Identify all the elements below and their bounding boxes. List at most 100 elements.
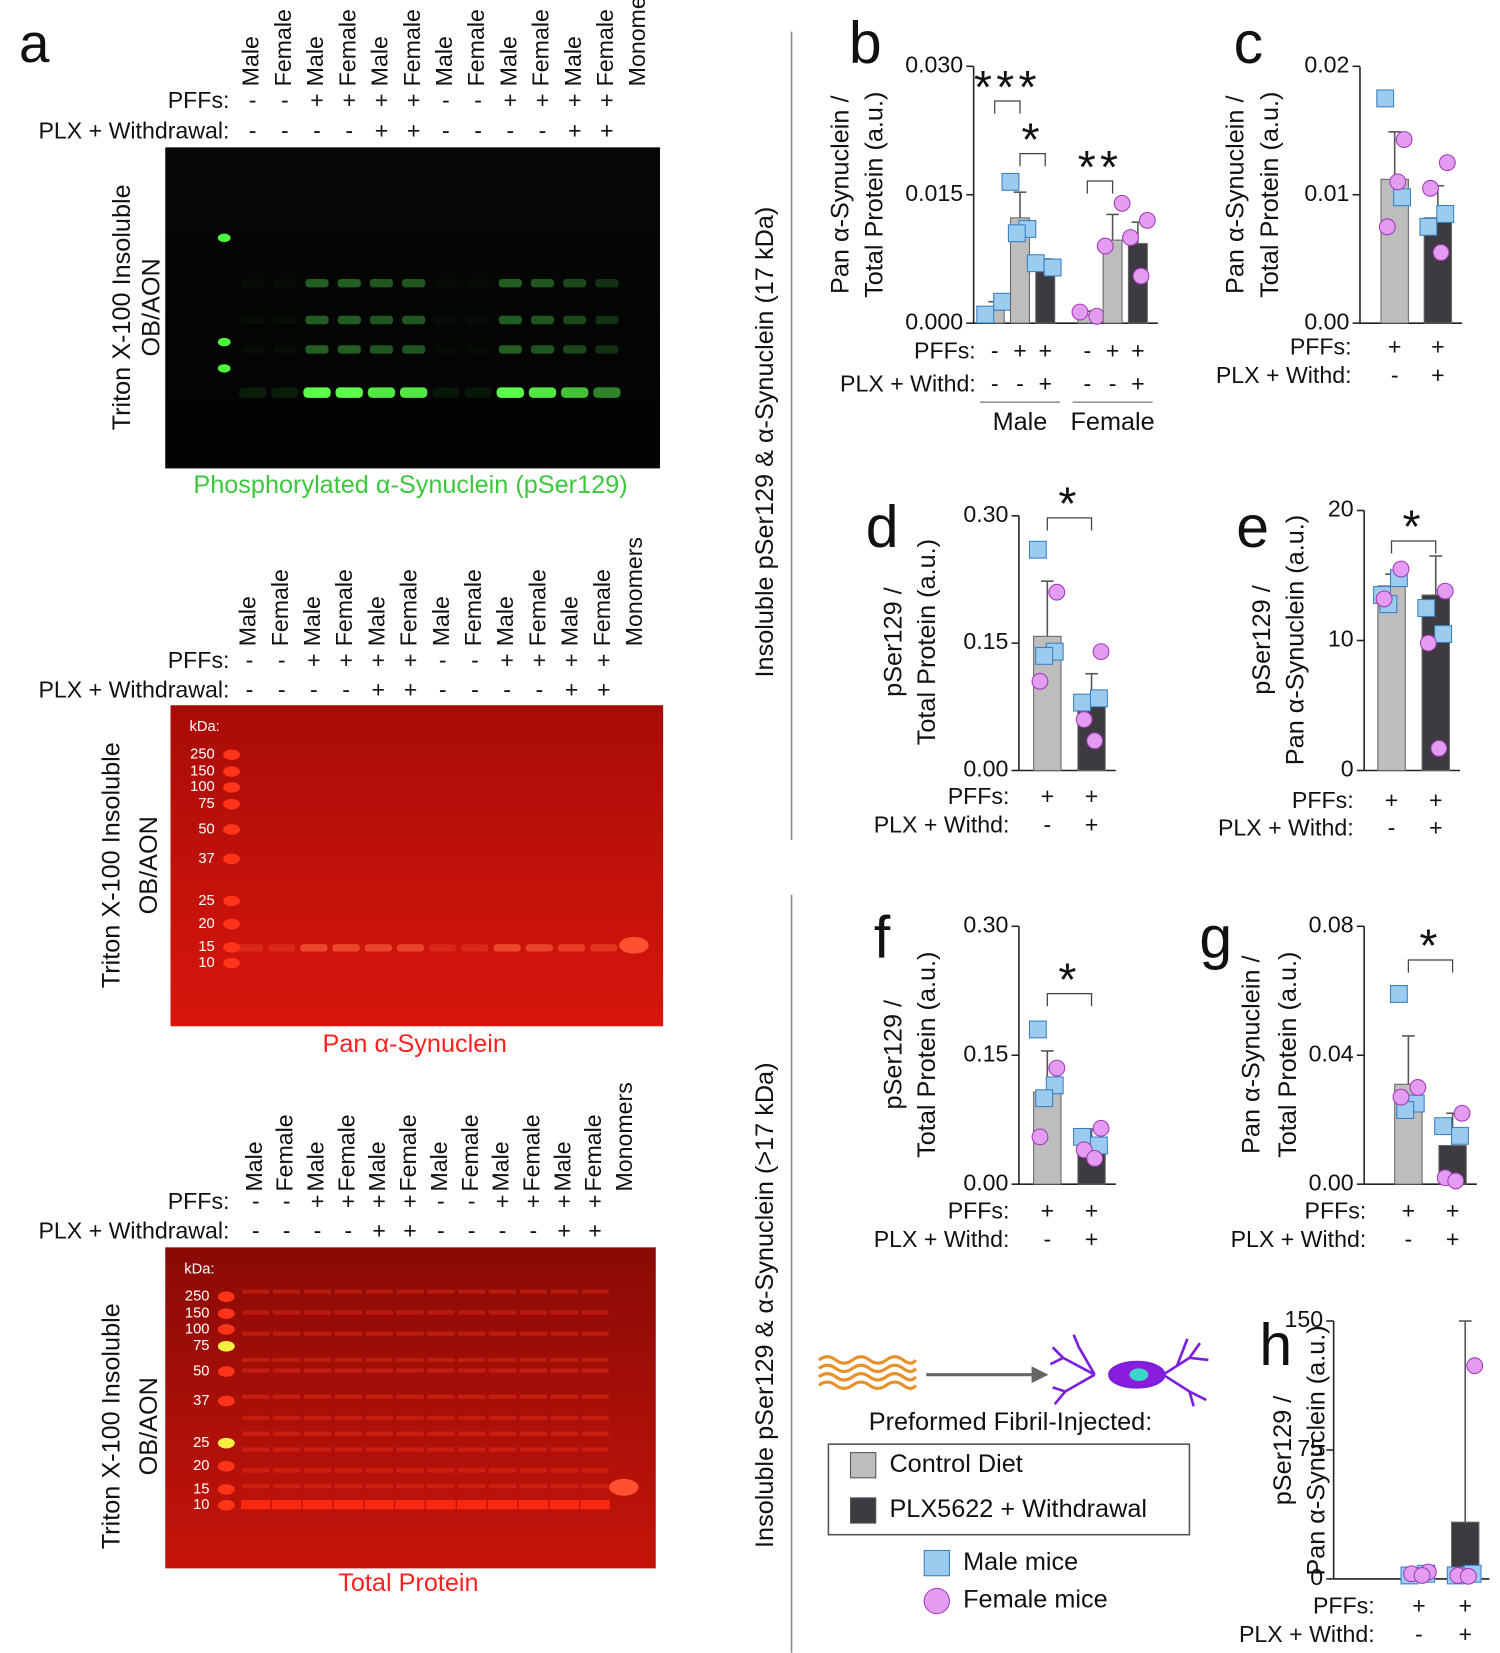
band xyxy=(525,944,554,952)
blot xyxy=(165,1247,656,1569)
band xyxy=(457,1447,486,1452)
significance-bracket xyxy=(1086,180,1114,194)
ladder-band xyxy=(223,942,240,953)
condition-sign: - xyxy=(1405,1226,1413,1252)
band xyxy=(488,1415,517,1420)
ladder-band xyxy=(223,749,240,760)
y-tick-label: 0.04 xyxy=(1309,1040,1354,1066)
kda-label: 10 xyxy=(193,1497,209,1513)
ladder-band xyxy=(223,957,240,969)
band xyxy=(595,278,619,288)
band xyxy=(365,1415,393,1420)
panel-letter: a xyxy=(19,12,50,74)
y-axis-label: Total Protein (a.u.) xyxy=(913,539,941,745)
band xyxy=(303,1468,332,1473)
band xyxy=(593,387,621,398)
y-tick-label: 0.00 xyxy=(963,756,1008,782)
y-tick-label: 150 xyxy=(1285,1306,1324,1332)
ladder-band xyxy=(223,824,240,835)
band xyxy=(427,1357,455,1363)
row-sign: + xyxy=(407,118,421,144)
female-point xyxy=(1048,1059,1066,1077)
row-sign: - xyxy=(442,87,450,113)
ladder-band xyxy=(223,766,240,777)
band xyxy=(427,1394,455,1399)
band xyxy=(396,1394,424,1399)
y-tick-label: 0.15 xyxy=(963,1040,1008,1066)
row-sign: - xyxy=(442,118,450,144)
band xyxy=(550,1289,578,1294)
y-tick-label: 0.00 xyxy=(1304,308,1349,334)
y-axis-label: pSer129 / xyxy=(1248,584,1276,694)
band xyxy=(273,315,297,325)
band xyxy=(242,1394,270,1399)
band xyxy=(466,278,490,288)
band xyxy=(457,1368,486,1373)
band xyxy=(272,1468,301,1473)
figure-body: a Insoluble pSer129 & α-Synuclein (17 kD… xyxy=(19,0,1490,1653)
band xyxy=(241,345,265,354)
lane-label: Male xyxy=(557,596,583,646)
male-point xyxy=(1028,1020,1047,1039)
condition-sign: + xyxy=(1446,1198,1460,1224)
band xyxy=(242,1310,270,1315)
female-point xyxy=(1132,267,1150,285)
lane-label: Male xyxy=(560,36,586,86)
band xyxy=(302,1499,333,1510)
row-sign: - xyxy=(506,118,514,144)
lane-label: Male xyxy=(367,36,393,86)
section-label: Insoluble pSer129 & α-Synuclein (17 kDa) xyxy=(751,207,779,678)
band xyxy=(365,1331,393,1336)
row-label: PLX + Withdrawal: xyxy=(38,677,229,703)
band xyxy=(426,1499,456,1510)
lane-label: Female xyxy=(460,569,486,646)
legend-title: Preformed Fibril-Injected: xyxy=(869,1408,1152,1436)
band xyxy=(488,1310,517,1315)
band xyxy=(528,387,557,398)
blot-ylabel: Triton X-100 Insoluble xyxy=(97,1303,125,1549)
row-sign: + xyxy=(310,87,324,113)
female-point xyxy=(1092,1119,1110,1137)
band xyxy=(488,1431,517,1436)
band xyxy=(272,1357,301,1363)
row-sign: - xyxy=(529,1218,537,1244)
row-sign: + xyxy=(557,1188,571,1214)
band xyxy=(581,1310,609,1315)
band xyxy=(272,1310,301,1315)
lane-label: Female xyxy=(396,569,422,646)
condition-label: PLX + Withd: xyxy=(874,811,1010,837)
blot-caption: Total Protein xyxy=(338,1569,478,1597)
band xyxy=(242,1331,270,1336)
band xyxy=(581,1415,609,1420)
row-sign: + xyxy=(311,1188,325,1214)
condition-sign: + xyxy=(1085,783,1099,809)
condition-sign: + xyxy=(1085,1226,1099,1252)
monomer-band xyxy=(609,1478,639,1496)
band xyxy=(498,345,522,354)
band xyxy=(241,1499,271,1510)
band xyxy=(242,1415,270,1420)
significance-bracket xyxy=(1046,993,1093,1007)
row-sign: - xyxy=(539,118,547,144)
band xyxy=(595,315,619,325)
row-sign: - xyxy=(468,1218,476,1244)
band xyxy=(498,315,522,325)
band xyxy=(300,944,328,952)
y-axis-label: pSer129 / xyxy=(879,586,907,696)
row-sign: - xyxy=(503,677,511,703)
band xyxy=(365,1468,393,1473)
group-label: Male xyxy=(993,408,1048,436)
y-axis-label: Pan α-Synuclein (a.u.) xyxy=(1281,515,1309,765)
band xyxy=(457,1310,486,1315)
row-sign: - xyxy=(283,1188,291,1214)
y-axis-label: Total Protein (a.u.) xyxy=(913,952,941,1158)
band xyxy=(466,315,490,325)
band xyxy=(399,387,428,398)
significance-bracket xyxy=(1390,540,1437,554)
band xyxy=(369,278,394,288)
band xyxy=(457,1394,486,1399)
row-sign: + xyxy=(504,87,518,113)
band xyxy=(581,1484,609,1489)
band xyxy=(530,345,555,354)
